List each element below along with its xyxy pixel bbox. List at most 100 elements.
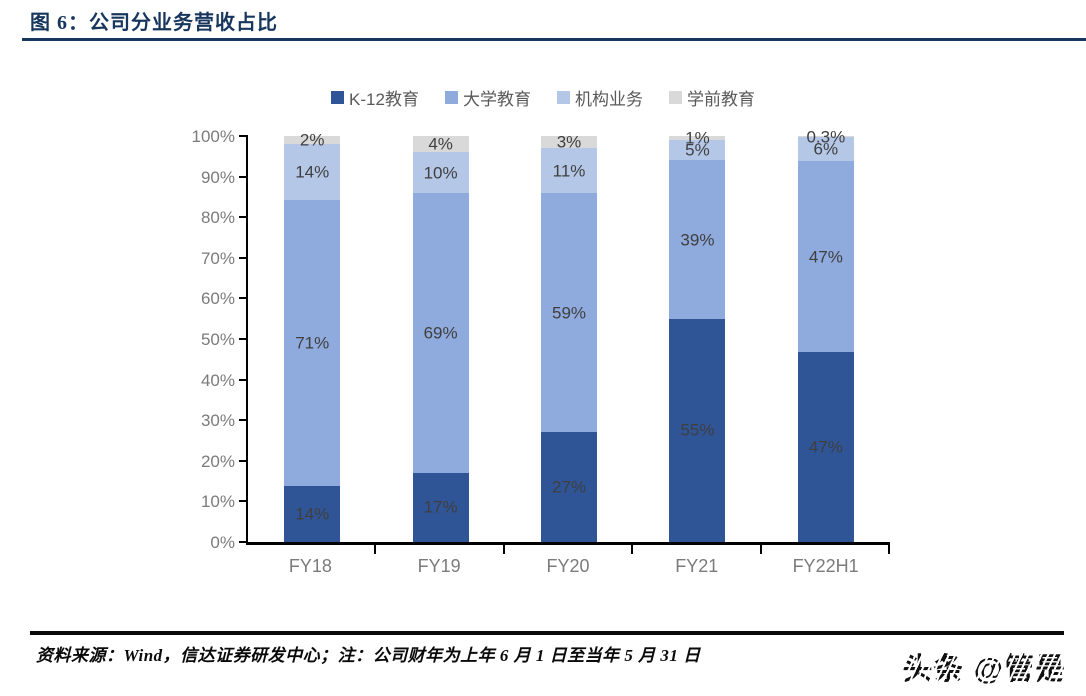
y-axis-tick — [239, 541, 248, 543]
bar-segment: 0.3% — [797, 128, 854, 145]
legend-item: 学前教育 — [668, 85, 755, 110]
bar-segment-label: 14% — [295, 162, 330, 182]
y-axis-tick-label: 30% — [200, 411, 235, 431]
bar-segment-label: 0.3% — [806, 127, 846, 147]
bar-segment: 17% — [412, 472, 469, 542]
y-axis-tick-label: 10% — [200, 492, 235, 512]
y-axis-tick-label: 90% — [200, 167, 235, 187]
bar-segment: 10% — [412, 152, 469, 193]
bar-segment: 11% — [541, 148, 598, 193]
bar-segment: 55% — [669, 318, 726, 542]
y-axis-tick — [239, 297, 248, 300]
bar-segment-label: 55% — [680, 420, 715, 440]
legend-label: 大学教育 — [462, 90, 531, 109]
bar-segment: 69% — [412, 192, 469, 473]
bar-column: 2% 14% 71% 14% — [248, 132, 376, 542]
stacked-bar: 1% 5% 39% 55% — [669, 130, 726, 542]
bar-column: 0.3% 6% 47% 47% — [762, 128, 890, 542]
x-axis-category-label: FY19 — [417, 556, 461, 576]
bar-segment: 6% — [797, 137, 854, 162]
bar-group: 2% 14% 71% 14% 4% 10% 69% 17% 3% 11% 59% 27% 1% 5% 39%… — [248, 128, 890, 542]
bar-segment-label: 11% — [552, 161, 586, 180]
bar-segment-label: 6% — [813, 139, 839, 159]
bar-segment: 47% — [797, 351, 854, 542]
y-axis-tick — [239, 500, 248, 503]
bar-segment: 47% — [797, 161, 854, 352]
bar-segment: 27% — [541, 432, 598, 542]
footer-divider — [30, 631, 1064, 635]
bar-segment-label: 39% — [680, 230, 715, 249]
x-axis-tick — [888, 545, 890, 554]
legend-item: 大学教育 — [444, 85, 531, 110]
stacked-bar: 3% 11% 59% 27% — [541, 132, 598, 542]
y-axis-tick-label: 50% — [200, 330, 235, 349]
x-axis-category-label: FY20 — [546, 556, 590, 576]
y-axis-tick — [239, 459, 248, 462]
bar-segment: 14% — [284, 144, 341, 201]
y-axis-tick-label: 80% — [200, 208, 235, 228]
bar-segment-label: 3% — [556, 132, 582, 152]
bar-segment-label: 59% — [552, 303, 587, 323]
y-axis-tick — [239, 419, 248, 422]
stacked-bar: 4% 10% 69% 17% — [412, 134, 469, 542]
bar-segment-label: 27% — [552, 477, 587, 497]
bar-segment: 14% — [284, 485, 341, 542]
legend-label: K-12教育 — [349, 90, 419, 109]
bar-segment: 39% — [669, 160, 726, 319]
y-axis-tick-label: 0% — [210, 533, 235, 552]
legend-label: 机构业务 — [574, 90, 643, 109]
legend-item: K-12教育 — [331, 85, 419, 110]
bar-segment-label: 69% — [423, 323, 458, 343]
legend-item: 机构业务 — [556, 85, 643, 110]
bar-segment-label: 71% — [295, 333, 330, 353]
x-axis-category-label: FY22H1 — [792, 556, 859, 576]
x-axis-tick — [759, 545, 762, 554]
bar-segment-label: 14% — [295, 504, 330, 524]
title-underline — [22, 38, 1086, 41]
y-axis-tick-label: 20% — [200, 451, 235, 471]
legend-label: 学前教育 — [686, 90, 755, 109]
bar-segment: 2% — [284, 132, 341, 149]
bar-segment-label: 47% — [808, 437, 843, 457]
legend-swatch — [668, 91, 682, 104]
bar-segment-label: 5% — [685, 140, 710, 160]
bar-column: 4% 10% 69% 17% — [376, 136, 504, 542]
y-axis-tick-label: 100% — [191, 127, 235, 146]
bar-segment: 59% — [541, 192, 598, 433]
x-axis-category-label: FY18 — [288, 556, 332, 576]
x-axis-tick — [374, 545, 377, 554]
bar-segment-label: 10% — [423, 163, 458, 183]
bar-segment-label: 2% — [299, 130, 325, 150]
stacked-bar: 2% 14% 71% 14% — [284, 132, 341, 542]
y-axis-tick — [239, 338, 248, 340]
bar-segment: 4% — [412, 134, 469, 154]
x-axis-labels: FY18 FY19 FY20 FY21 FY22H1 — [246, 556, 890, 577]
bar-segment: 3% — [541, 132, 598, 152]
y-axis-tick — [239, 256, 248, 259]
x-axis-tick — [631, 545, 634, 554]
plot-area: 2% 14% 71% 14% 4% 10% 69% 17% 3% 11% 59% 27% 1% 5% 39%… — [192, 128, 890, 554]
y-axis-tick — [239, 216, 248, 219]
y-axis-tick — [239, 135, 248, 137]
y-axis-tick-label: 70% — [200, 248, 235, 268]
bar-segment-label: 1% — [685, 128, 710, 148]
bar-segment: 5% — [669, 140, 726, 161]
watermark: 头条 @管是 — [902, 644, 1066, 688]
bar-segment-label: 17% — [423, 497, 458, 517]
figure-title: 图 6：公司分业务营收占比 — [30, 12, 278, 34]
y-axis-tick-label: 60% — [200, 289, 235, 309]
source-note: 资料来源：Wind，信达证券研发中心；注：公司财年为上年 6 月 1 日至当年 … — [36, 646, 701, 665]
y-axis-tick — [239, 175, 248, 178]
bar-segment-label: 47% — [808, 247, 843, 267]
legend-swatch — [444, 91, 458, 104]
bar-segment-label: 4% — [428, 134, 453, 154]
x-axis-tick — [502, 545, 505, 554]
bar-segment: 71% — [284, 200, 341, 486]
bar-column: 3% 11% 59% 27% — [505, 132, 633, 542]
bar-column: 1% 5% 39% 55% — [633, 130, 761, 542]
legend-swatch — [331, 91, 345, 104]
x-axis-category-label: FY21 — [675, 556, 719, 576]
y-axis-tick — [239, 378, 248, 381]
y-axis-tick-label: 40% — [200, 370, 235, 390]
